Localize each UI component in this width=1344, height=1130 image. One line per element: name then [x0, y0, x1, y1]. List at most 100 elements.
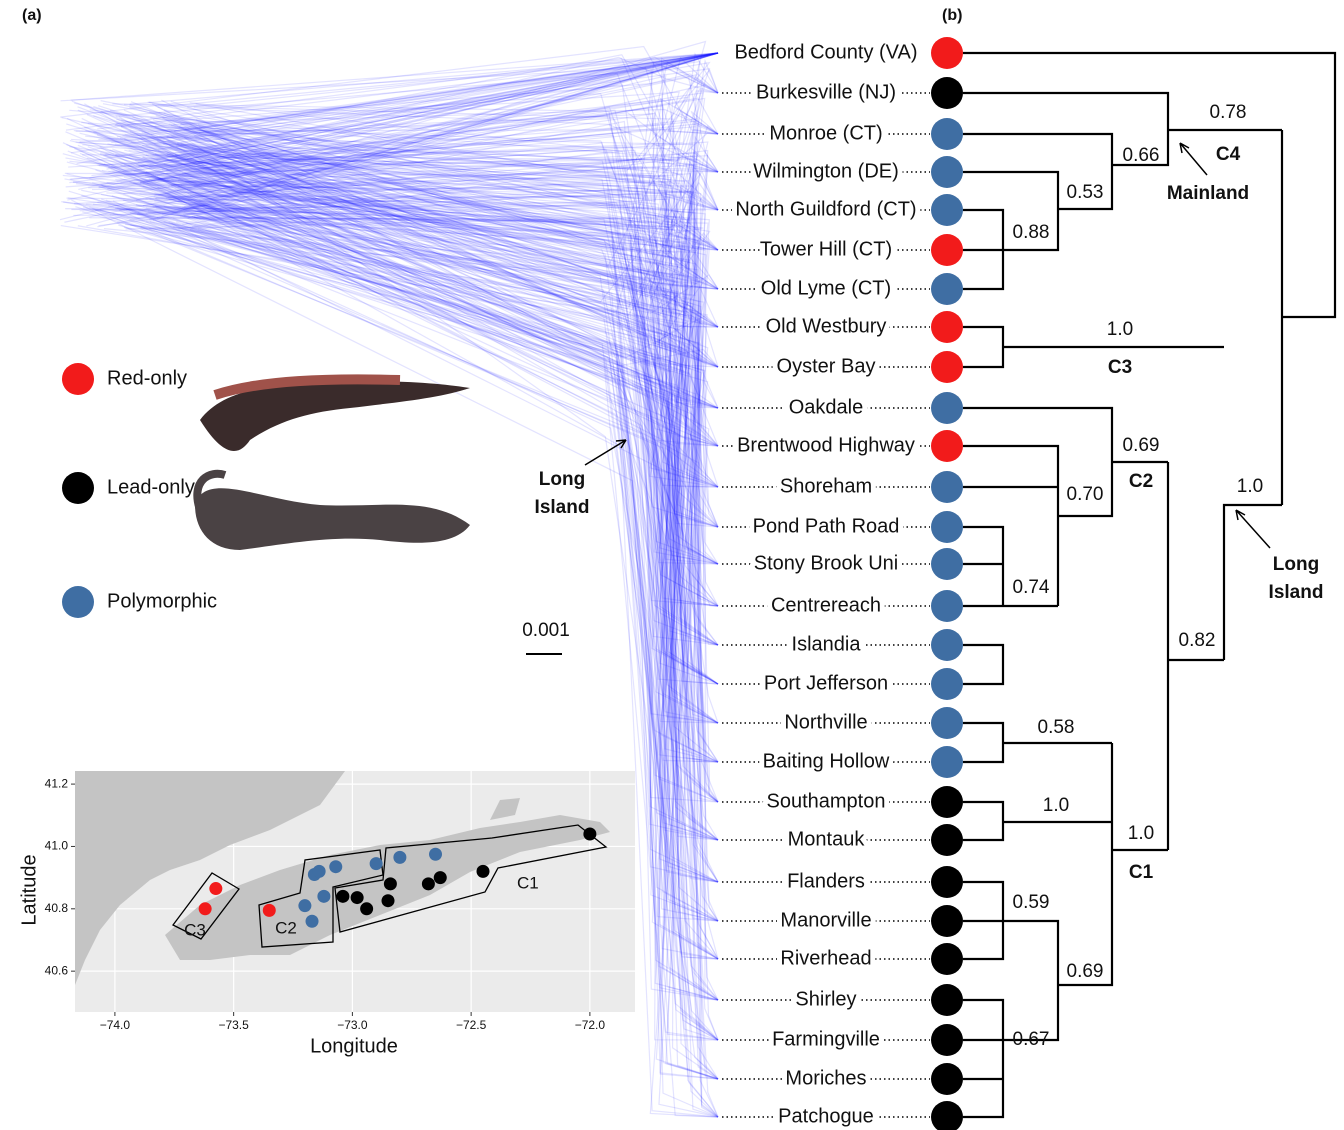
taxon-label: Old Lyme (CT): [761, 277, 891, 299]
annotation: Mainland: [1167, 183, 1249, 204]
map-point: [384, 877, 397, 890]
taxon-label: Old Westbury: [766, 315, 887, 337]
panel-label: (b): [942, 7, 962, 24]
map-point: [360, 902, 373, 915]
morph-marker: [931, 786, 963, 818]
morph-marker: [931, 866, 963, 898]
map-point: [209, 882, 222, 895]
support-value: 0.78: [1210, 102, 1247, 123]
map-point: [370, 857, 383, 870]
taxon-label: Farmingville: [772, 1028, 880, 1050]
morph-marker: [931, 471, 963, 503]
taxon-label: Patchogue: [778, 1105, 874, 1127]
support-value: 1.0: [1128, 823, 1154, 844]
map-point: [298, 899, 311, 912]
morph-marker: [931, 311, 963, 343]
map: C1 C2 C3 Longitude Latitude: [18, 771, 635, 1057]
map-point: [313, 865, 326, 878]
map-point: [393, 851, 406, 864]
taxon-label: Manorville: [780, 909, 871, 931]
scale-bar-label: 0.001: [522, 620, 570, 641]
support-value: 1.0: [1043, 795, 1069, 816]
morph-marker: [931, 156, 963, 188]
taxon-label: Brentwood Highway: [737, 434, 915, 456]
map-point: [351, 891, 364, 904]
taxon-label: Stony Brook Uni: [754, 552, 899, 574]
taxon-label: Baiting Hollow: [763, 750, 890, 772]
taxon-label: Burkesville (NJ): [756, 81, 896, 103]
morph-marker: [931, 1024, 963, 1056]
map-point: [263, 904, 276, 917]
taxon-label: Pond Path Road: [753, 515, 900, 537]
morph-marker: [931, 430, 963, 462]
taxon-label: Northville: [784, 711, 867, 733]
taxon-label: Port Jefferson: [764, 672, 888, 694]
taxon-label: Wilmington (DE): [753, 160, 899, 182]
map-point: [477, 865, 490, 878]
map-point: [199, 902, 212, 915]
support-value: 0.53: [1067, 182, 1104, 203]
support-value: 0.69: [1067, 961, 1104, 982]
taxon-label: North Guildford (CT): [735, 198, 916, 220]
legend-marker: [62, 586, 94, 618]
morph-marker: [931, 351, 963, 383]
morph-marker: [931, 905, 963, 937]
legend-label: Lead-only: [107, 476, 195, 498]
morph-marker: [931, 746, 963, 778]
support-value: 0.59: [1013, 892, 1050, 913]
x-tick-label: −72.5: [456, 1018, 487, 1032]
morph-marker: [931, 668, 963, 700]
morph-marker: [931, 77, 963, 109]
taxon-label: Bedford County (VA): [734, 41, 917, 63]
support-value: 0.69: [1123, 435, 1160, 456]
morph-marker: [931, 707, 963, 739]
clade-label: C2: [1129, 471, 1153, 492]
taxon-label: Monroe (CT): [769, 122, 882, 144]
map-point: [306, 915, 319, 928]
x-tick-label: −73.0: [337, 1018, 368, 1032]
taxon-label: Montauk: [788, 828, 866, 850]
morph-marker: [931, 984, 963, 1016]
morph-marker: [931, 37, 963, 69]
morph-marker: [931, 590, 963, 622]
morph-marker: [931, 511, 963, 543]
y-tick-label: 40.6: [45, 963, 69, 977]
morph-marker: [931, 1101, 963, 1130]
y-tick-label: 41.2: [45, 776, 69, 790]
support-value: 0.88: [1013, 222, 1050, 243]
map-point: [329, 860, 342, 873]
support-value: 0.58: [1038, 717, 1075, 738]
taxon-label: Islandia: [792, 633, 862, 655]
support-value: 0.67: [1013, 1029, 1050, 1050]
morph-marker: [931, 629, 963, 661]
taxon-label: Shoreham: [780, 475, 872, 497]
map-point: [583, 827, 596, 840]
morph-marker: [931, 943, 963, 975]
cluster-label: C1: [517, 873, 539, 892]
map-point: [422, 877, 435, 890]
x-tick-label: −73.5: [218, 1018, 249, 1032]
taxon-label: Southampton: [767, 790, 886, 812]
taxon-label: Oakdale: [789, 396, 864, 418]
morph-marker: [931, 1063, 963, 1095]
y-tick-label: 40.8: [45, 901, 69, 915]
morph-marker: [931, 234, 963, 266]
morph-marker: [931, 273, 963, 305]
support-value: 1.0: [1237, 476, 1263, 497]
support-value: 0.70: [1067, 484, 1104, 505]
legend-label: Polymorphic: [107, 590, 217, 612]
figure: (a) (b) 0.001 C1 C2 C3 Longitude Latitud…: [0, 0, 1344, 1130]
annotation: LongIsland: [1269, 554, 1324, 603]
support-value: 0.82: [1179, 630, 1216, 651]
salamander-illustration: [195, 379, 470, 550]
morph-marker: [931, 118, 963, 150]
morph-marker: [931, 392, 963, 424]
support-value: 0.66: [1123, 145, 1160, 166]
legend-marker: [62, 472, 94, 504]
morph-marker: [931, 194, 963, 226]
support-value: 0.74: [1013, 577, 1050, 598]
taxon-label: Centrereach: [771, 594, 881, 616]
map-point: [434, 871, 447, 884]
clade-label: C3: [1108, 357, 1132, 378]
taxon-label: Flanders: [787, 870, 865, 892]
